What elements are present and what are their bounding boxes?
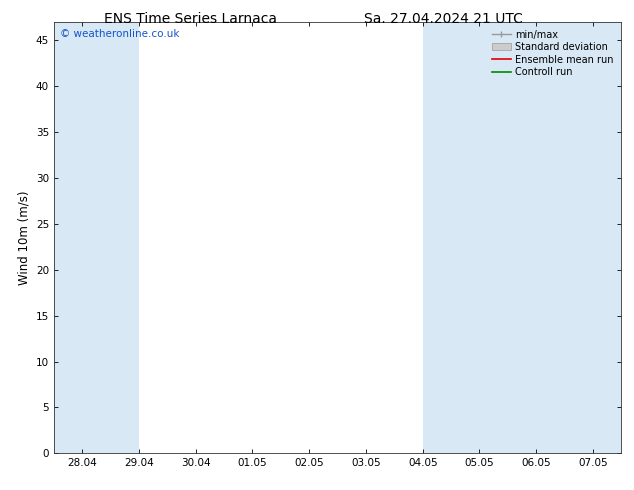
Bar: [54, 22, 139, 453]
Text: Sa. 27.04.2024 21 UTC: Sa. 27.04.2024 21 UTC: [365, 12, 523, 26]
Bar: [479, 22, 536, 453]
Text: ENS Time Series Larnaca: ENS Time Series Larnaca: [104, 12, 276, 26]
Legend: min/max, Standard deviation, Ensemble mean run, Controll run: min/max, Standard deviation, Ensemble me…: [489, 27, 616, 80]
Text: © weatheronline.co.uk: © weatheronline.co.uk: [60, 28, 179, 39]
Bar: [423, 22, 479, 453]
Bar: [536, 22, 621, 453]
Y-axis label: Wind 10m (m/s): Wind 10m (m/s): [17, 191, 30, 285]
